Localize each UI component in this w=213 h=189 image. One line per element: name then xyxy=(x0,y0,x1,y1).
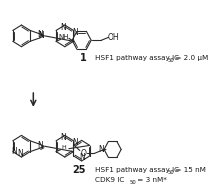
Text: O: O xyxy=(81,149,86,158)
Text: N: N xyxy=(39,31,44,40)
Text: = 15 nM: = 15 nM xyxy=(173,167,206,173)
Text: N: N xyxy=(38,141,43,150)
Text: OH: OH xyxy=(107,33,119,42)
Text: 50: 50 xyxy=(167,170,174,175)
Text: N: N xyxy=(38,30,43,40)
Text: = 3 nM*: = 3 nM* xyxy=(135,177,167,183)
Text: = 2.0 μM: = 2.0 μM xyxy=(173,55,208,60)
Text: N: N xyxy=(72,28,78,37)
Text: 50: 50 xyxy=(167,58,174,63)
Text: N: N xyxy=(12,147,17,156)
Text: H: H xyxy=(61,145,66,150)
Text: CDK9 IC: CDK9 IC xyxy=(95,177,125,183)
Text: N: N xyxy=(79,153,85,162)
Text: N: N xyxy=(18,149,23,158)
Text: HSF1 pathway assay IC: HSF1 pathway assay IC xyxy=(95,55,180,60)
Text: HSF1 pathway assay IC: HSF1 pathway assay IC xyxy=(95,167,180,173)
Text: N: N xyxy=(60,133,66,142)
Text: 25: 25 xyxy=(72,165,86,175)
Text: NH: NH xyxy=(58,34,69,40)
Text: N: N xyxy=(98,145,104,154)
Text: 1: 1 xyxy=(80,53,87,63)
Text: 50: 50 xyxy=(129,180,136,185)
Text: N: N xyxy=(60,22,66,32)
Text: N: N xyxy=(72,138,78,147)
